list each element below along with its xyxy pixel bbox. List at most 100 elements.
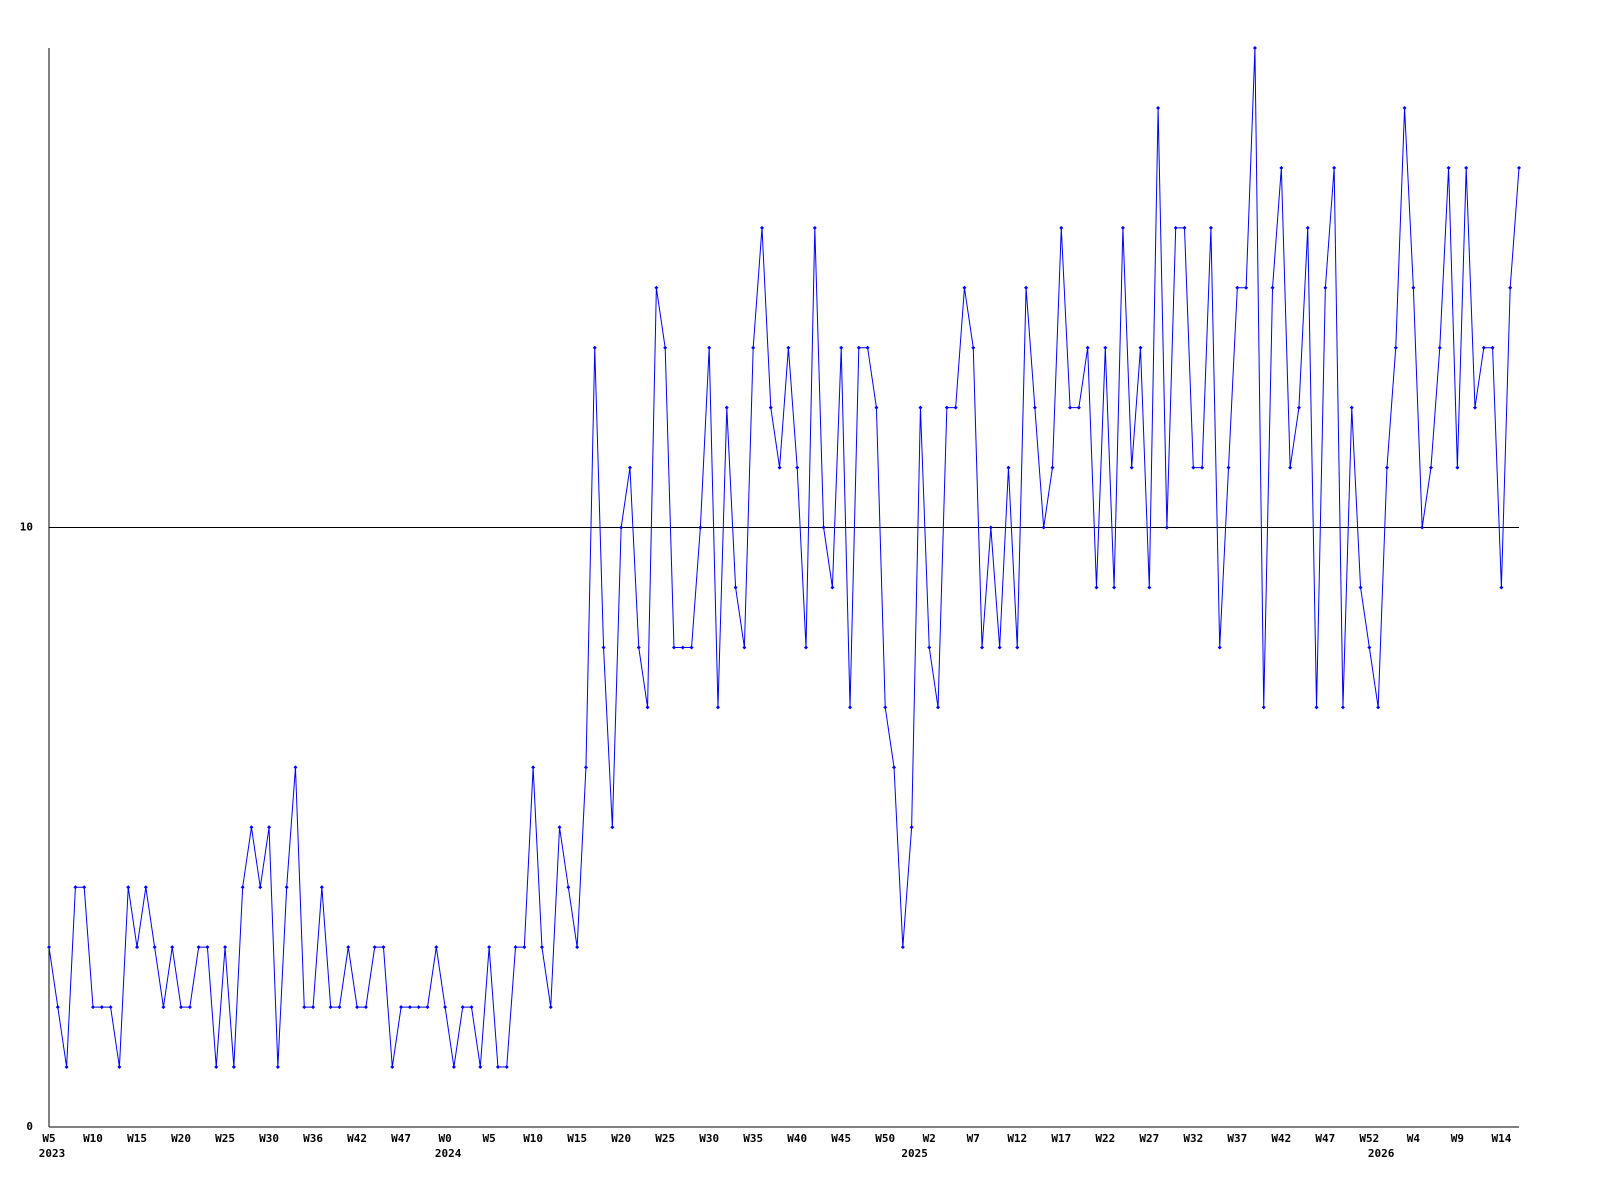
data-point [777,465,782,470]
data-point [671,645,676,650]
data-point [821,525,826,530]
data-point [654,285,659,290]
data-point [768,405,773,410]
data-point [1217,645,1222,650]
data-point [1076,405,1081,410]
x-tick-label: W15 [567,1132,587,1145]
data-point [1455,465,1460,470]
data-point [284,885,289,890]
data-point [1420,525,1425,530]
x-tick-label: W25 [655,1132,675,1145]
data-point [302,1005,307,1010]
data-point [187,1005,192,1010]
data-point [1252,46,1257,50]
data-point [548,1005,553,1010]
data-point [1103,345,1108,350]
data-point [434,945,439,950]
data-point [407,1005,412,1010]
x-tick-label: W5 [482,1132,495,1145]
data-point [601,645,606,650]
x-tick-label: W0 [438,1132,451,1145]
data-point [1138,345,1143,350]
data-point [223,945,228,950]
x-tick-label: W35 [743,1132,763,1145]
data-point [1332,165,1337,170]
data-point [663,345,668,350]
data-point [645,705,650,710]
x-tick-label: W2 [923,1132,936,1145]
data-point [275,1065,280,1070]
data-point [997,645,1002,650]
x-tick-label: W10 [83,1132,103,1145]
data-point [1120,225,1125,230]
data-point [927,645,932,650]
data-point [1068,405,1073,410]
data-point [1050,465,1055,470]
data-point [179,1005,184,1010]
data-point [1323,285,1328,290]
data-point [399,1005,404,1010]
data-point [918,405,923,410]
data-point [249,825,254,830]
data-point [1235,285,1240,290]
data-point [504,1065,509,1070]
data-point [460,1005,465,1010]
data-point [1015,645,1020,650]
data-point [1085,345,1090,350]
data-point [980,645,985,650]
data-point [971,345,976,350]
data-point [1349,405,1354,410]
data-point [1305,225,1310,230]
x-tick-label: W17 [1051,1132,1071,1145]
data-point [909,825,914,830]
data-point [619,525,624,530]
data-point [1490,345,1495,350]
data-point [1393,345,1398,350]
series-line [48,47,1520,1068]
data-point [883,705,888,710]
data-point [698,525,703,530]
data-point [337,1005,342,1010]
data-point [135,945,140,950]
data-point [610,825,615,830]
data-point [1032,405,1037,410]
data-point [759,225,764,230]
data-point [1147,585,1152,590]
data-point [839,345,844,350]
data-point [1402,105,1407,110]
data-point [988,525,993,530]
data-point [566,885,571,890]
data-point [715,705,720,710]
data-point [953,405,958,410]
data-point [170,945,175,950]
data-point [513,945,518,950]
data-point [742,645,747,650]
data-point [1279,165,1284,170]
data-point [1041,525,1046,530]
data-point [557,825,562,830]
data-point [293,765,298,770]
data-point [751,345,756,350]
data-point [1508,285,1513,290]
x-tick-label: W42 [1271,1132,1291,1145]
data-point [91,1005,96,1010]
data-point [1191,465,1196,470]
data-point [1296,405,1301,410]
data-point [487,945,492,950]
data-point [522,945,527,950]
data-point [495,1065,500,1070]
data-point [531,765,536,770]
x-tick-label: W52 [1359,1132,1379,1145]
x-tick-label: W25 [215,1132,235,1145]
data-point [1182,225,1187,230]
x-tick-label: W12 [1007,1132,1027,1145]
data-point [1464,165,1469,170]
data-point [55,1005,60,1010]
data-point [1164,525,1169,530]
x-tick-label: W20 [611,1132,631,1145]
data-point [1446,165,1451,170]
data-point [443,1005,448,1010]
data-point [1411,285,1416,290]
x-tick-label: W30 [699,1132,719,1145]
